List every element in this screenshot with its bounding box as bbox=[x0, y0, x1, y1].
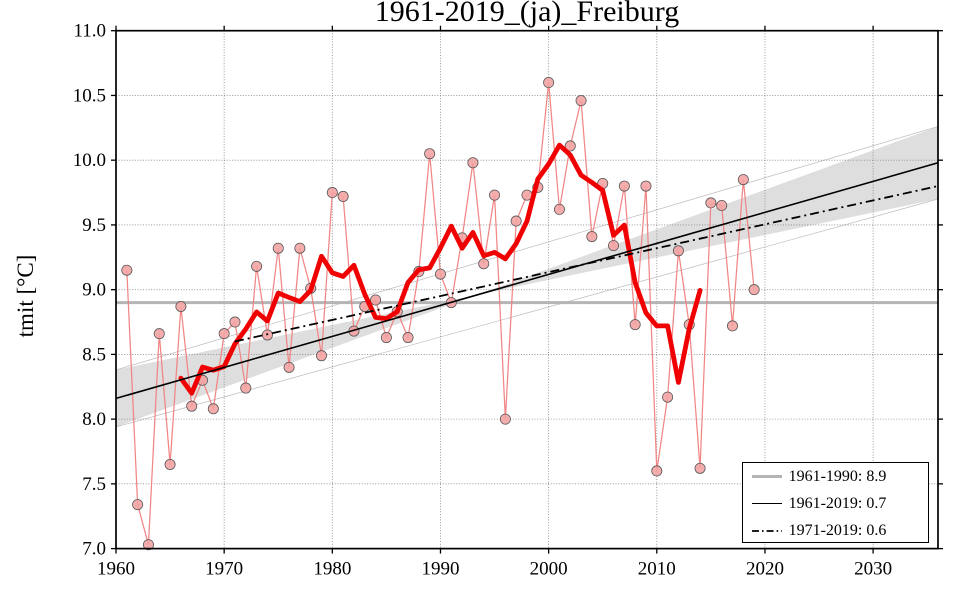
svg-text:2020: 2020 bbox=[746, 559, 784, 580]
svg-text:2000: 2000 bbox=[530, 559, 568, 580]
svg-text:9.5: 9.5 bbox=[82, 215, 106, 236]
svg-text:2010: 2010 bbox=[638, 559, 676, 580]
svg-text:8.5: 8.5 bbox=[82, 344, 106, 365]
svg-text:1980: 1980 bbox=[313, 559, 351, 580]
svg-text:10.5: 10.5 bbox=[73, 85, 106, 106]
svg-text:7.0: 7.0 bbox=[82, 539, 106, 560]
svg-text:9.0: 9.0 bbox=[82, 280, 106, 301]
svg-text:10.0: 10.0 bbox=[73, 150, 106, 171]
svg-text:1960: 1960 bbox=[97, 559, 135, 580]
svg-text:7.5: 7.5 bbox=[82, 474, 106, 495]
svg-text:1990: 1990 bbox=[421, 559, 459, 580]
svg-text:11.0: 11.0 bbox=[73, 21, 106, 42]
svg-text:1970: 1970 bbox=[205, 559, 243, 580]
svg-text:8.0: 8.0 bbox=[82, 409, 106, 430]
svg-text:2030: 2030 bbox=[854, 559, 892, 580]
